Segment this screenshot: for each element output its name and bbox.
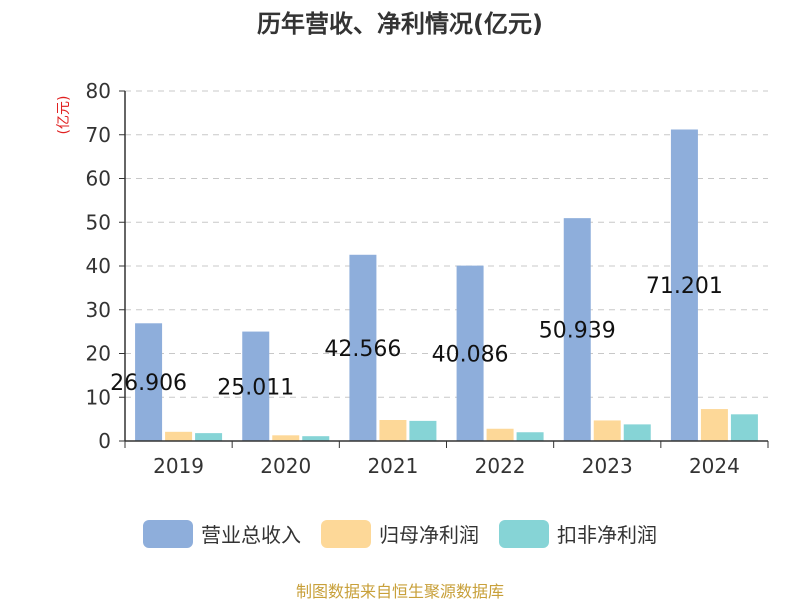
data-label: 40.086 xyxy=(432,342,509,367)
bar-revenue[interactable] xyxy=(456,265,484,441)
y-tick-label: 30 xyxy=(86,298,111,322)
x-tick-label: 2020 xyxy=(260,454,311,478)
legend-swatch-net-profit xyxy=(321,519,371,548)
bar-net-profit[interactable] xyxy=(486,428,514,441)
legend-item-net-profit[interactable]: 归母净利润 xyxy=(321,519,479,548)
bar-deducted-net-profit[interactable] xyxy=(730,414,758,441)
legend-swatch-deducted-net-profit xyxy=(499,519,549,548)
legend-label-revenue: 营业总收入 xyxy=(201,523,301,547)
y-tick-label: 10 xyxy=(86,385,111,409)
legend-label-net-profit: 归母净利润 xyxy=(379,523,479,547)
bar-deducted-net-profit[interactable] xyxy=(623,424,651,441)
bar-deducted-net-profit[interactable] xyxy=(195,433,223,441)
chart-title: 历年营收、净利情况(亿元) xyxy=(257,10,543,38)
y-tick-label: 50 xyxy=(86,210,111,234)
bar-revenue[interactable] xyxy=(135,323,163,441)
x-tick-label: 2024 xyxy=(689,454,740,478)
x-tick-label: 2023 xyxy=(582,454,633,478)
bar-revenue[interactable] xyxy=(242,331,270,441)
bar-deducted-net-profit[interactable] xyxy=(302,436,330,441)
legend-swatch-revenue xyxy=(143,519,193,548)
y-tick-label: 0 xyxy=(98,429,111,453)
x-tick-label: 2022 xyxy=(475,454,526,478)
data-label: 71.201 xyxy=(646,274,723,299)
y-tick-label: 80 xyxy=(86,79,111,103)
bar-net-profit[interactable] xyxy=(379,420,407,441)
bars xyxy=(135,129,758,442)
x-tick-label: 2021 xyxy=(367,454,418,478)
data-label: 25.011 xyxy=(217,375,294,400)
legend-label-deducted-net-profit: 扣非净利润 xyxy=(557,523,657,547)
data-label: 42.566 xyxy=(324,337,401,362)
bar-net-profit[interactable] xyxy=(593,420,621,441)
bar-revenue[interactable] xyxy=(563,218,591,441)
bar-deducted-net-profit[interactable] xyxy=(409,420,437,441)
grid-lines xyxy=(125,90,768,398)
data-label: 26.906 xyxy=(110,371,187,396)
y-tick-label: 60 xyxy=(86,167,111,191)
data-labels: 26.906 25.011 42.566 40.086 50.939 71.201 xyxy=(110,274,723,400)
bar-net-profit[interactable] xyxy=(272,435,300,441)
x-tick-label: 2019 xyxy=(153,454,204,478)
y-axis-label: (亿元) xyxy=(56,96,72,135)
y-tick-label: 20 xyxy=(86,342,111,366)
legend: 营业总收入 归母净利润 扣非净利润 xyxy=(0,519,800,548)
source-note: 制图数据来自恒生聚源数据库 xyxy=(295,582,504,601)
y-tick-label: 40 xyxy=(86,254,111,278)
bar-net-profit[interactable] xyxy=(700,409,728,441)
bar-revenue[interactable] xyxy=(349,254,377,441)
legend-item-deducted-net-profit[interactable]: 扣非净利润 xyxy=(499,519,657,548)
bar-deducted-net-profit[interactable] xyxy=(516,432,544,441)
bar-revenue[interactable] xyxy=(670,129,698,442)
bar-net-profit[interactable] xyxy=(165,431,193,441)
y-tick-label: 70 xyxy=(86,123,111,147)
axes: 0 10 20 30 40 50 60 70 80 2019 2020 2021 2022 2023 202… xyxy=(86,79,769,478)
legend-item-revenue[interactable]: 营业总收入 xyxy=(143,519,301,548)
data-label: 50.939 xyxy=(539,319,616,344)
